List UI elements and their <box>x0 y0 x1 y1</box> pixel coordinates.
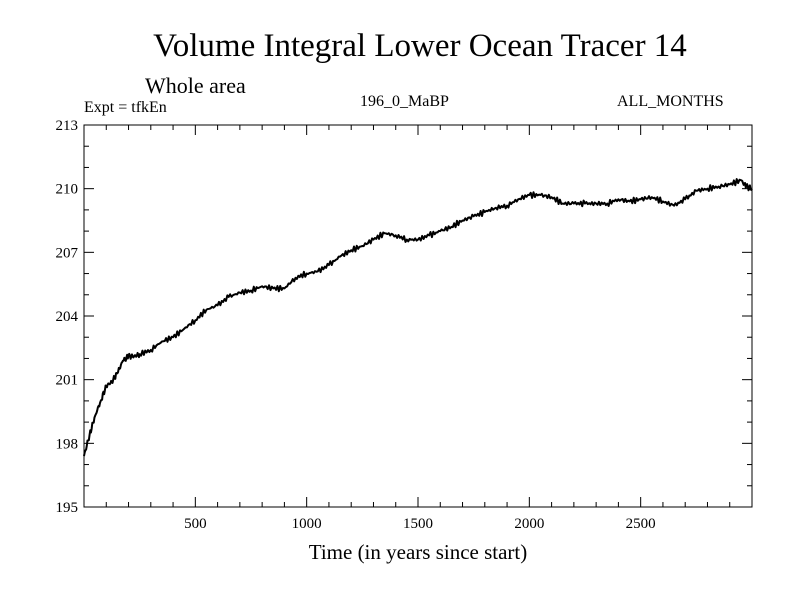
y-tick-label: 201 <box>56 373 79 389</box>
axis-ticks <box>84 124 752 508</box>
y-tick-label: 207 <box>56 245 79 261</box>
tick-labels: 195 198 201 204 207 210 213 500 1000 1500 2000 2500 <box>56 118 656 532</box>
y-tick-label: 204 <box>56 309 79 325</box>
x-tick-label: 500 <box>184 516 207 532</box>
chart-subtitle: Whole area <box>145 73 246 98</box>
y-tick-label: 213 <box>56 118 79 134</box>
x-axis-label: Time (in years since start) <box>308 540 528 564</box>
chart-title: Volume Integral Lower Ocean Tracer 14 <box>153 28 687 64</box>
y-tick-label: 198 <box>56 436 79 452</box>
experiment-label: Expt = tfkEn <box>84 99 167 116</box>
series-line <box>83 178 753 457</box>
plot-frame <box>83 124 753 508</box>
x-tick-label: 2500 <box>626 516 656 532</box>
x-tick-label: 2000 <box>514 516 544 532</box>
x-tick-label: 1000 <box>292 516 322 532</box>
x-tick-label: 1500 <box>403 516 433 532</box>
series-layer <box>83 178 753 457</box>
months-label: ALL_MONTHS <box>617 93 724 110</box>
period-label: 196_0_MaBP <box>360 93 449 110</box>
y-tick-label: 210 <box>56 182 79 198</box>
y-tick-label: 195 <box>56 500 79 516</box>
